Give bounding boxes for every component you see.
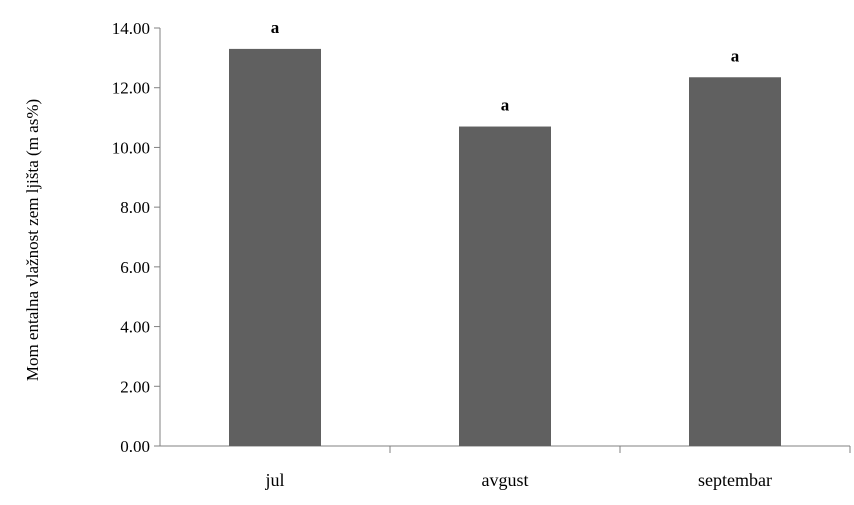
y-ticks: 0.00 2.00 4.00 6.00 8.00 10.00 12.00 14.00 [112, 19, 160, 456]
y-tick-label: 8.00 [120, 198, 150, 217]
y-tick-label: 10.00 [112, 138, 150, 157]
x-tick-label: septembar [698, 470, 772, 490]
bar-jul [229, 48, 321, 447]
bars [229, 48, 781, 447]
y-tick-label: 6.00 [120, 258, 150, 277]
data-labels: a a a [271, 18, 740, 115]
y-tick-label: 0.00 [120, 437, 150, 456]
y-tick-label: 12.00 [112, 79, 150, 98]
y-tick-label: 4.00 [120, 318, 150, 337]
x-ticks: jul avgust septembar [264, 446, 851, 490]
x-tick-label: jul [264, 470, 284, 490]
y-tick-label: 14.00 [112, 19, 150, 38]
data-label: a [271, 18, 280, 37]
data-label: a [731, 46, 740, 65]
y-tick-label: 2.00 [120, 377, 150, 396]
x-tick-label: avgust [482, 470, 529, 490]
y-axis-title: Mom entalna vlažnost zem ljišta (m as%) [23, 99, 42, 381]
y-axis-title-group: Mom entalna vlažnost zem ljišta (m as%) [23, 99, 42, 381]
data-label: a [501, 96, 510, 115]
bar-septembar [689, 77, 781, 446]
bar-avgust [459, 126, 551, 447]
